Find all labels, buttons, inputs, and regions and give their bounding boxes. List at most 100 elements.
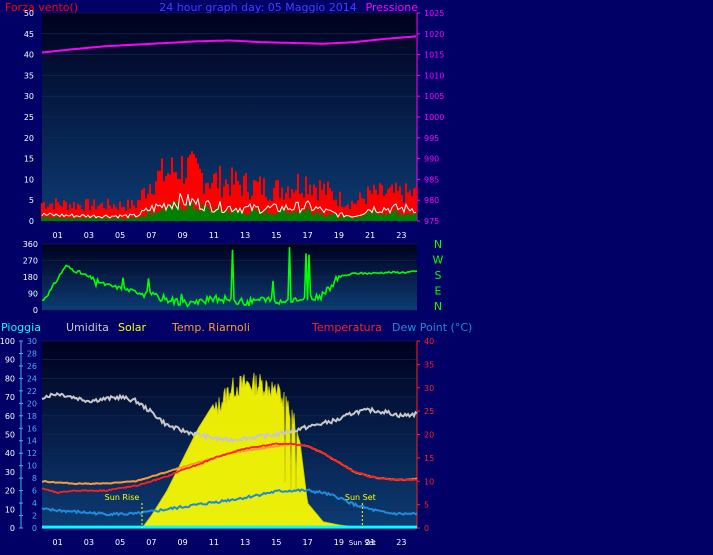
solar-y-tick-label: 16 — [27, 424, 37, 433]
wind-y-tick-label: 50 — [24, 9, 34, 18]
wind-x-tick-label: 13 — [240, 231, 250, 240]
wind-y-tick-label: 10 — [24, 175, 34, 184]
pressure-y-tick-label: 1020 — [424, 30, 444, 39]
solar-y-tick-label: 12 — [27, 449, 37, 458]
pressure-y-tick-label: 1000 — [424, 113, 444, 122]
wind-y-tick-label: 15 — [24, 155, 34, 164]
solar-y-tick-label: 14 — [27, 437, 37, 446]
rain-y-tick-label: 10 — [5, 505, 15, 514]
rain-y-tick-label: 70 — [5, 393, 15, 402]
thermo-x-tick-label: 21 — [365, 538, 375, 547]
wind-y-tick-label: 5 — [29, 196, 34, 205]
rain-y-tick-label: 30 — [5, 468, 15, 477]
temp-y-tick-label: 30 — [424, 384, 434, 393]
humidity-label: Umidita — [66, 321, 109, 334]
rain-y-tick-label: 90 — [5, 356, 15, 365]
solar-y-tick-label: 26 — [27, 362, 37, 371]
wind-y-tick-label: 30 — [24, 92, 34, 101]
thermo-x-tick-label: 03 — [84, 538, 94, 547]
wind-pressure-panel: Forza vento() 24 hour graph day: 05 Magg… — [5, 1, 444, 240]
solar-y-tick-label: 28 — [27, 349, 37, 358]
compass-letter: N — [434, 238, 442, 251]
thermo-x-tick-label: 07 — [146, 538, 156, 547]
dew-point-series-line — [41, 488, 418, 517]
temp-y-tick-label: 25 — [424, 407, 434, 416]
temp-y-tick-label: 20 — [424, 431, 434, 440]
rain-axis-label: Pioggia — [1, 321, 41, 334]
wind-y-tick-label: 25 — [24, 113, 34, 122]
thermo-x-tick-label: 13 — [240, 538, 250, 547]
temp-y-tick-label: 10 — [424, 477, 434, 486]
temp-y-tick-label: 40 — [424, 337, 434, 346]
solar-y-tick-label: 8 — [32, 474, 37, 483]
wind-x-tick-label: 19 — [334, 231, 344, 240]
wind-x-tick-label: 11 — [209, 231, 219, 240]
thermo-panel: Pioggia Umidita Solar Temp. Riarnoli Tem… — [0, 321, 472, 547]
wind-avg-series-bars — [41, 200, 417, 221]
temp-y-tick-label: 0 — [424, 524, 429, 533]
sun-rise-label: Sun Rise — [105, 493, 140, 502]
wind-gridlines — [42, 12, 417, 222]
rain-y-tick-label: 80 — [5, 374, 15, 383]
direction-series — [41, 247, 418, 308]
wind-y-tick-label: 45 — [24, 30, 34, 39]
pressure-series-line — [41, 35, 417, 54]
solar-y-tick-label: 30 — [27, 337, 37, 346]
direction-y-tick-label: 90 — [28, 290, 38, 299]
gust-series-line — [41, 193, 417, 219]
temperature-series-line — [41, 442, 418, 495]
sun-markers: Sun Rise Sun Set Sun Set — [105, 493, 376, 547]
wind-y-tick-label: 40 — [24, 51, 34, 60]
direction-y-tick-label: 270 — [23, 257, 38, 266]
direction-y-tick-label: 180 — [23, 273, 38, 282]
wind-x-tick-label: 07 — [146, 231, 156, 240]
wind-y-ticks: 0 5 10 15 20 25 30 35 40 45 50 — [24, 9, 34, 226]
wind-axis-label: Forza vento() — [5, 1, 78, 14]
thermo-x-tick-label: 23 — [396, 538, 406, 547]
chart-title: 24 hour graph day: 05 Maggio 2014 — [159, 1, 356, 14]
pressure-y-tick-label: 980 — [424, 196, 439, 205]
wind-x-tick-label: 09 — [178, 231, 188, 240]
solar-y-tick-label: 10 — [27, 462, 37, 471]
temp-y-tick-label: 5 — [424, 501, 429, 510]
temp-y-tick-label: 35 — [424, 360, 434, 369]
wind-y-tick-label: 35 — [24, 71, 34, 80]
solar-y-tick-label: 24 — [27, 374, 37, 383]
solar-y-tick-label: 4 — [32, 499, 37, 508]
direction-y-tick-label: 360 — [23, 240, 38, 249]
sun-set-axis-label: Sun Set — [349, 539, 376, 547]
wind-y-tick-label: 20 — [24, 134, 34, 143]
solar-y-tick-label: 2 — [32, 512, 37, 521]
pressure-y-tick-label: 1010 — [424, 71, 444, 80]
wind-x-tick-label: 15 — [271, 231, 281, 240]
wind-x-tick-label: 23 — [396, 231, 406, 240]
dew-point-label: Dew Point (°C) — [392, 321, 472, 334]
solar-y-tick-label: 0 — [32, 524, 37, 533]
solar-label: Solar — [118, 321, 147, 334]
compass-letter: W — [433, 254, 444, 267]
solar-series-area — [42, 372, 417, 528]
thermo-x-ticks: 01 03 05 07 09 11 13 15 17 19 21 23 — [53, 538, 407, 547]
wind-x-tick-label: 03 — [84, 231, 94, 240]
pressure-y-tick-label: 1025 — [424, 9, 444, 18]
direction-y-ticks: 0 90 180 270 360 — [23, 240, 38, 315]
wind-x-tick-label: 17 — [303, 231, 313, 240]
wind-x-tick-label: 05 — [115, 231, 125, 240]
pressure-y-tick-label: 995 — [424, 134, 439, 143]
thermo-x-tick-label: 15 — [271, 538, 281, 547]
wind-y-tick-label: 0 — [29, 217, 34, 226]
pressure-y-tick-label: 1005 — [424, 92, 444, 101]
wind-x-tick-label: 01 — [53, 231, 63, 240]
rain-y-tick-label: 40 — [5, 449, 15, 458]
thermo-x-tick-label: 19 — [334, 538, 344, 547]
pressure-y-tick-label: 1015 — [424, 51, 444, 60]
rain-y-tick-label: 50 — [5, 431, 15, 440]
thermo-series — [41, 372, 418, 529]
thermo-x-tick-label: 17 — [303, 538, 313, 547]
solar-y-tick-label: 22 — [27, 387, 37, 396]
solar-y-tick-label: 6 — [32, 487, 37, 496]
thermo-x-tick-label: 01 — [53, 538, 63, 547]
compass-letter: N — [434, 300, 442, 313]
